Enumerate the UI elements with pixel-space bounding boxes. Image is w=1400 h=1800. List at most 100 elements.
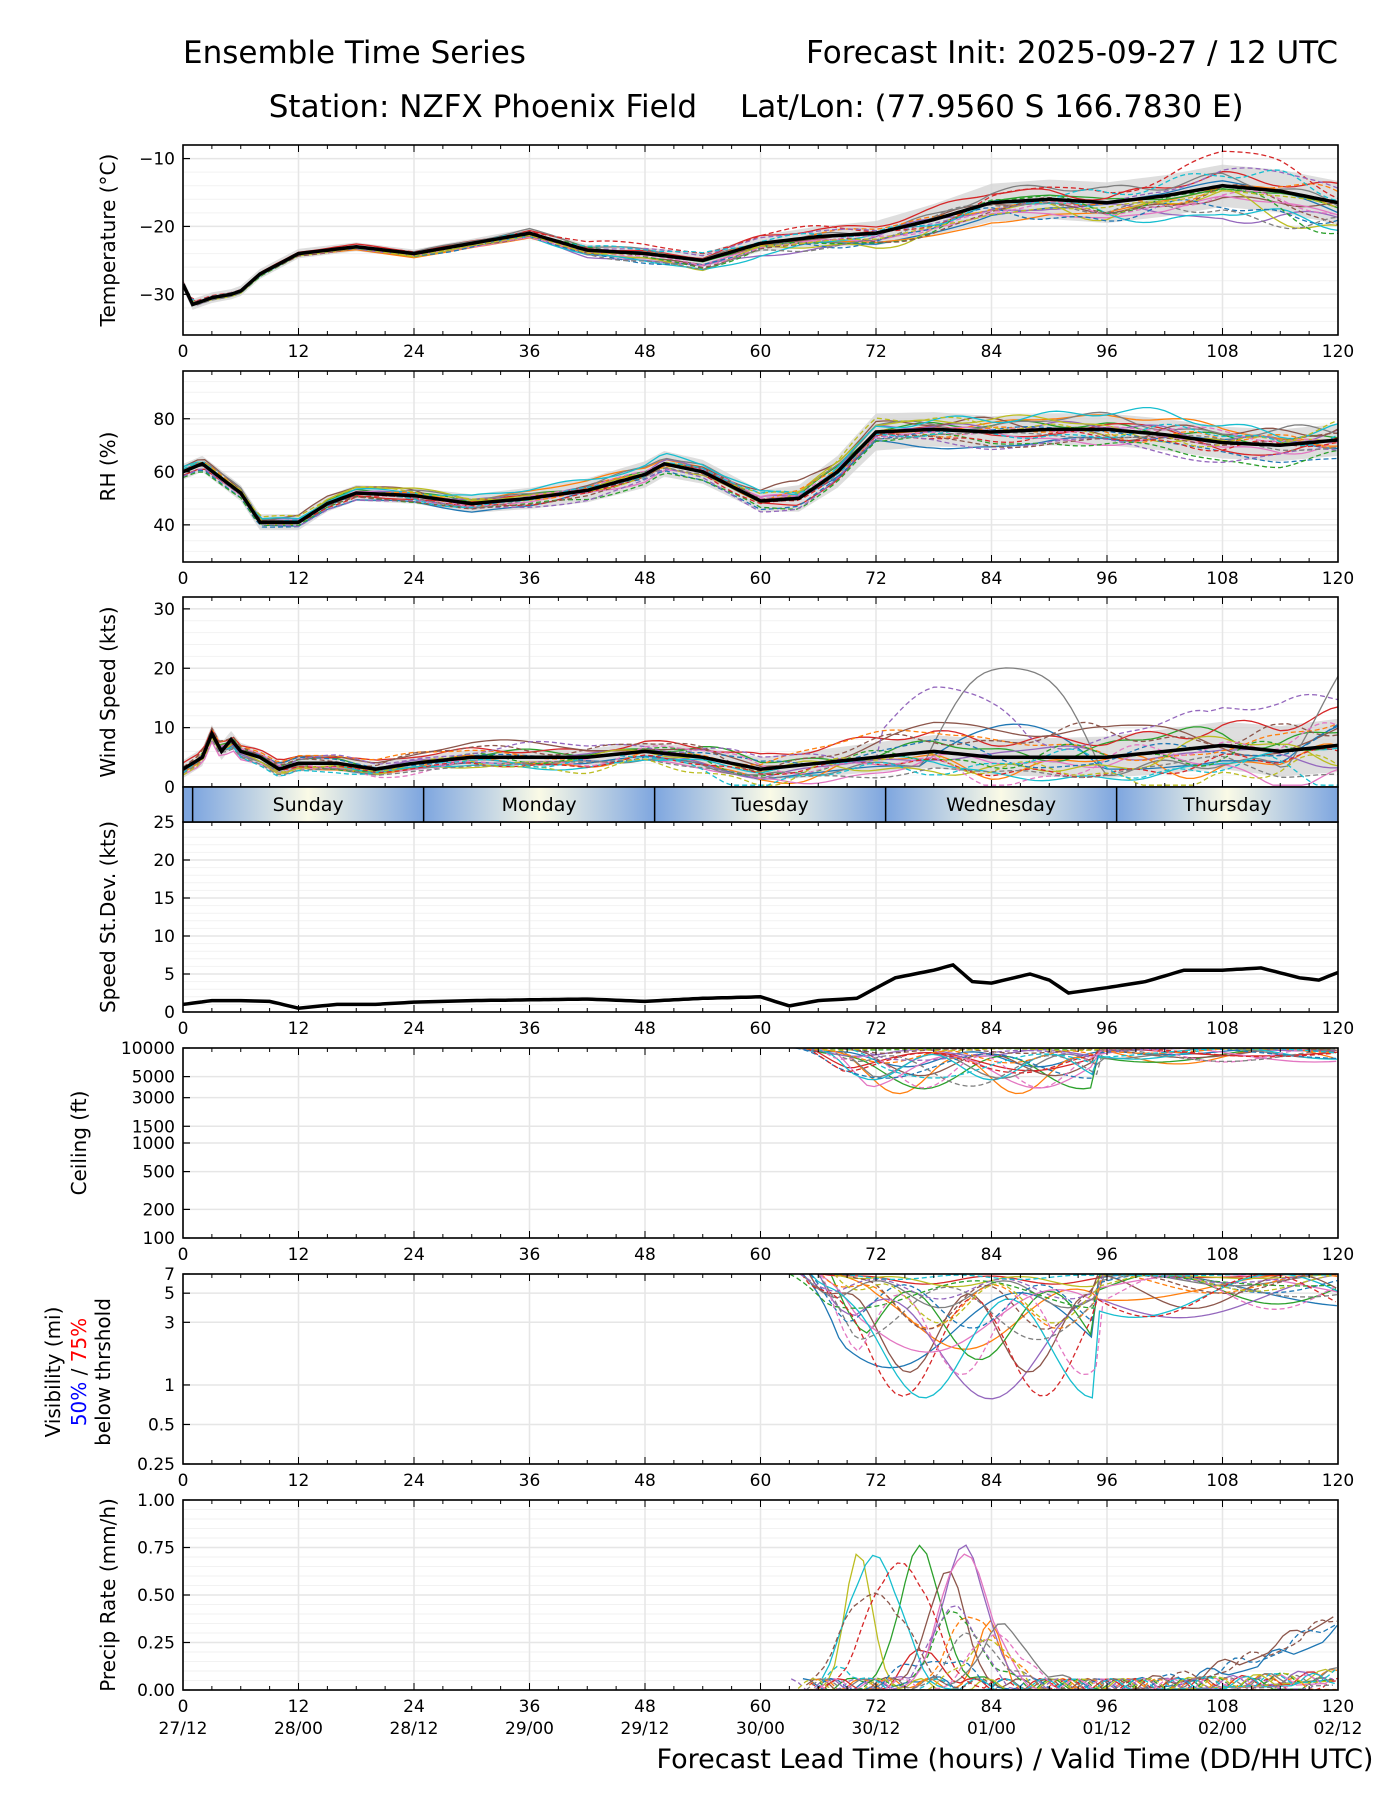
member-line xyxy=(846,1048,1338,1061)
member-line xyxy=(809,1592,1337,1690)
member-line xyxy=(829,1048,1335,1087)
x-tick-label: 48 xyxy=(634,1697,656,1717)
member-line xyxy=(800,1274,1336,1309)
day-label: Thursday xyxy=(1182,794,1271,816)
y-axis: −30 −20 −10 xyxy=(139,150,190,305)
valid-time-label: 29/00 xyxy=(505,1719,554,1739)
members xyxy=(789,1274,1338,1400)
member-line xyxy=(833,1274,1333,1324)
member-line xyxy=(820,1274,1335,1376)
day-label: Monday xyxy=(502,794,577,816)
vis-ylabel-sub: below thrshold xyxy=(91,1298,115,1446)
member-line xyxy=(183,150,1338,302)
y-tick-label: 5 xyxy=(164,1284,175,1304)
x-tick-label: 72 xyxy=(865,569,887,589)
panel-speed_stdev: 0 5 10 15 20 25 0 12 24 36 48 60 72 84 96 108 120 Speed S… xyxy=(96,813,1354,1039)
plot-area xyxy=(790,1544,1338,1690)
x-axis-label: Forecast Lead Time (hours) / Valid Time … xyxy=(657,1744,1374,1775)
x-tick-label: 84 xyxy=(981,1019,1003,1039)
x-tick-label: 0 xyxy=(178,1019,189,1039)
x-tick-label: 108 xyxy=(1206,1019,1238,1039)
x-tick-label: 96 xyxy=(1096,1471,1118,1491)
valid-time-labels: 27/12 28/00 28/12 29/00 29/12 30/00 30/12 01/00… xyxy=(159,1719,1363,1739)
member-line xyxy=(810,1274,1338,1399)
member-line xyxy=(806,1048,1334,1074)
y-tick-label: 500 xyxy=(143,1163,175,1183)
x-tick-label: 96 xyxy=(1096,1697,1118,1717)
member-line xyxy=(183,721,1338,772)
y-tick-label: 5 xyxy=(164,965,175,985)
x-tick-label: 96 xyxy=(1096,342,1118,362)
x-tick-label: 36 xyxy=(519,342,541,362)
vis-ylabel-50: 50% xyxy=(67,1382,91,1426)
day-banner-frame xyxy=(182,786,1339,823)
member-line xyxy=(183,722,1338,768)
x-tick-label: 12 xyxy=(288,569,310,589)
x-tick-label: 96 xyxy=(1096,1019,1118,1039)
member-line xyxy=(815,1624,1337,1690)
y-tick-label: 200 xyxy=(143,1200,175,1220)
y-tick-label: −10 xyxy=(139,150,175,170)
y-tick-label: 3000 xyxy=(132,1089,175,1109)
day-label: Wednesday xyxy=(946,794,1056,816)
valid-time-label: 28/12 xyxy=(390,1719,439,1739)
y-axis: 0 10 20 30 xyxy=(153,600,190,798)
x-tick-label: 120 xyxy=(1322,1019,1354,1039)
x-tick-label: 120 xyxy=(1322,1697,1354,1717)
x-tick-label: 72 xyxy=(865,1697,887,1717)
x-tick-label: 120 xyxy=(1322,342,1354,362)
member-line xyxy=(183,430,1338,525)
x-tick-label: 0 xyxy=(178,1245,189,1265)
visibility-ylabel: Visibility (mi) 50% / 75% below thrshold xyxy=(41,1298,115,1446)
x-tick-label: 36 xyxy=(519,1697,541,1717)
members xyxy=(790,1544,1338,1690)
vis-ylabel-sep: / xyxy=(67,1362,91,1381)
day-label: Sunday xyxy=(273,794,344,816)
y-axis-label: RH (%) xyxy=(96,432,120,502)
latlon-label: Lat/Lon: (77.9560 S 166.7830 E) xyxy=(740,89,1244,125)
y-tick-label: 10000 xyxy=(121,1039,175,1059)
member-line xyxy=(797,1637,1333,1690)
x-tick-label: 84 xyxy=(981,342,1003,362)
spread-band xyxy=(183,718,1338,782)
station-label: Station: NZFX Phoenix Field xyxy=(269,89,697,125)
y-tick-label: 7 xyxy=(164,1265,175,1285)
svg-text:Visibility (mi): Visibility (mi) xyxy=(41,1307,65,1438)
y-tick-label: 0 xyxy=(164,1003,175,1023)
day-cell xyxy=(885,787,1117,822)
day-cell xyxy=(423,787,655,822)
x-tick-label: 12 xyxy=(288,1019,310,1039)
x-axis: 0 12 24 36 48 60 72 84 96 108 120 xyxy=(178,1048,1354,1265)
day-banner: Sunday Monday Tuesday Wednesday Thursday xyxy=(182,786,1339,823)
x-tick-label: 120 xyxy=(1322,569,1354,589)
member-line xyxy=(808,1048,1337,1090)
panel-temperature: −30 −20 −10 0 12 24 36 48 60 72 84 96 108 120 Temperat… xyxy=(96,144,1354,362)
member-line xyxy=(810,1619,1338,1690)
x-tick-label: 60 xyxy=(750,569,772,589)
y-axis-label: Temperature (°C) xyxy=(96,154,120,328)
y-axis-label: Ceiling (ft) xyxy=(67,1091,91,1196)
title-right: Forecast Init: 2025-09-27 / 12 UTC xyxy=(806,35,1338,71)
x-tick-label: 24 xyxy=(403,1471,425,1491)
x-axis: 0 12 24 36 48 60 72 84 96 108 120 xyxy=(178,145,1354,362)
svg-text:50% / 75%: 50% / 75% xyxy=(67,1318,91,1426)
y-axis: 0 5 10 15 20 25 xyxy=(153,813,190,1023)
day-cell xyxy=(1116,787,1338,822)
y-tick-label: 0 xyxy=(164,778,175,798)
y-tick-label: 5000 xyxy=(132,1068,175,1088)
member-line xyxy=(183,189,1338,304)
x-tick-label: 24 xyxy=(403,1019,425,1039)
panel-visibility: 0.25 0.5 1 3 57 0 12 24 36 48 60 72 84 96 108 120 xyxy=(137,1265,1354,1491)
y-tick-label: 60 xyxy=(153,463,175,483)
valid-time-label: 29/12 xyxy=(621,1719,670,1739)
member-line xyxy=(838,1274,1338,1350)
y-tick-label: 30 xyxy=(153,600,175,620)
member-line xyxy=(183,406,1338,520)
plot-area xyxy=(183,406,1338,531)
member-line xyxy=(819,1553,1333,1690)
x-tick-label: 48 xyxy=(634,1019,656,1039)
x-tick-label: 120 xyxy=(1322,1245,1354,1265)
grid xyxy=(182,821,1339,1013)
valid-time-label: 30/12 xyxy=(852,1719,901,1739)
member-line xyxy=(810,1562,1338,1690)
